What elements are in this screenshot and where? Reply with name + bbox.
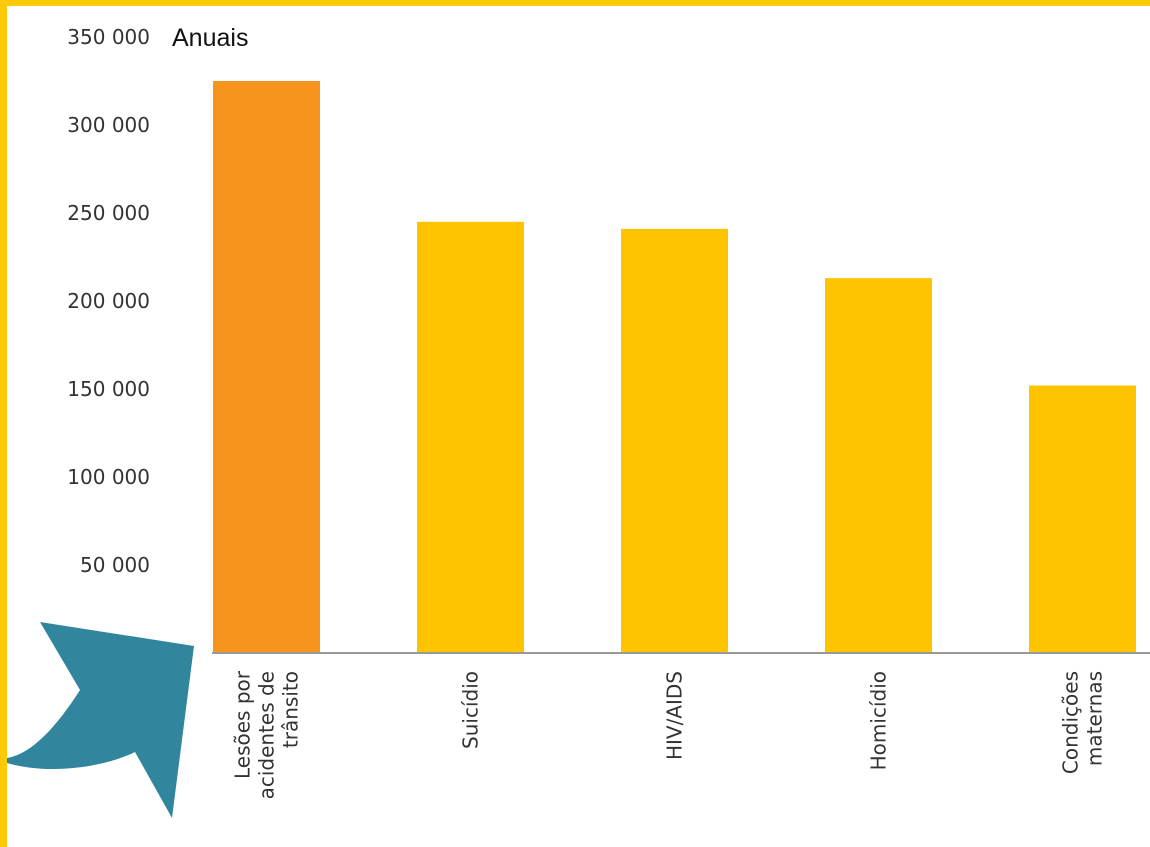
y-tick-label: 200 000 <box>67 289 150 313</box>
x-tick-label-line: maternas <box>1083 671 1107 766</box>
y-tick-label: 250 000 <box>67 201 150 225</box>
x-axis-tick-labels: Lesões por acidentes de trânsito Suicídio HI… <box>231 670 1107 799</box>
curved-arrow-icon <box>7 622 194 818</box>
x-tick-label: Lesões por acidentes de trânsito <box>231 670 303 799</box>
x-tick-label-line: HIV/AIDS <box>663 671 687 760</box>
y-axis-tick-labels: 50 000 100 000 150 000 200 000 250 000 300 00… <box>67 25 150 577</box>
x-tick-label-line: Homicídio <box>867 671 891 770</box>
bar-chart: 50 000 100 000 150 000 200 000 250 000 300 00… <box>7 24 1150 818</box>
x-tick-label-line: acidentes de <box>255 671 279 799</box>
bars-group <box>213 81 1136 654</box>
y-tick-label: 150 000 <box>67 377 150 401</box>
bar-0 <box>213 81 320 653</box>
y-tick-label: 50 000 <box>80 553 150 577</box>
bar-3 <box>825 278 932 653</box>
x-tick-label-line: trânsito <box>279 671 303 748</box>
x-tick-label: Homicídio <box>867 671 891 770</box>
bar-4 <box>1029 385 1136 653</box>
x-tick-label: HIV/AIDS <box>663 671 687 760</box>
x-tick-label: Condições maternas <box>1059 671 1107 774</box>
y-tick-label: 100 000 <box>67 465 150 489</box>
x-tick-label-line: Suicídio <box>459 671 483 749</box>
x-tick-label-line: Condições <box>1059 671 1083 774</box>
x-tick-label-line: Lesões por <box>231 670 255 779</box>
y-tick-label: 300 000 <box>67 113 150 137</box>
units-label: Anuais <box>172 24 248 52</box>
bar-2 <box>621 228 728 653</box>
y-tick-label: 350 000 <box>67 25 150 49</box>
x-tick-label: Suicídio <box>459 671 483 749</box>
bar-1 <box>417 221 524 654</box>
